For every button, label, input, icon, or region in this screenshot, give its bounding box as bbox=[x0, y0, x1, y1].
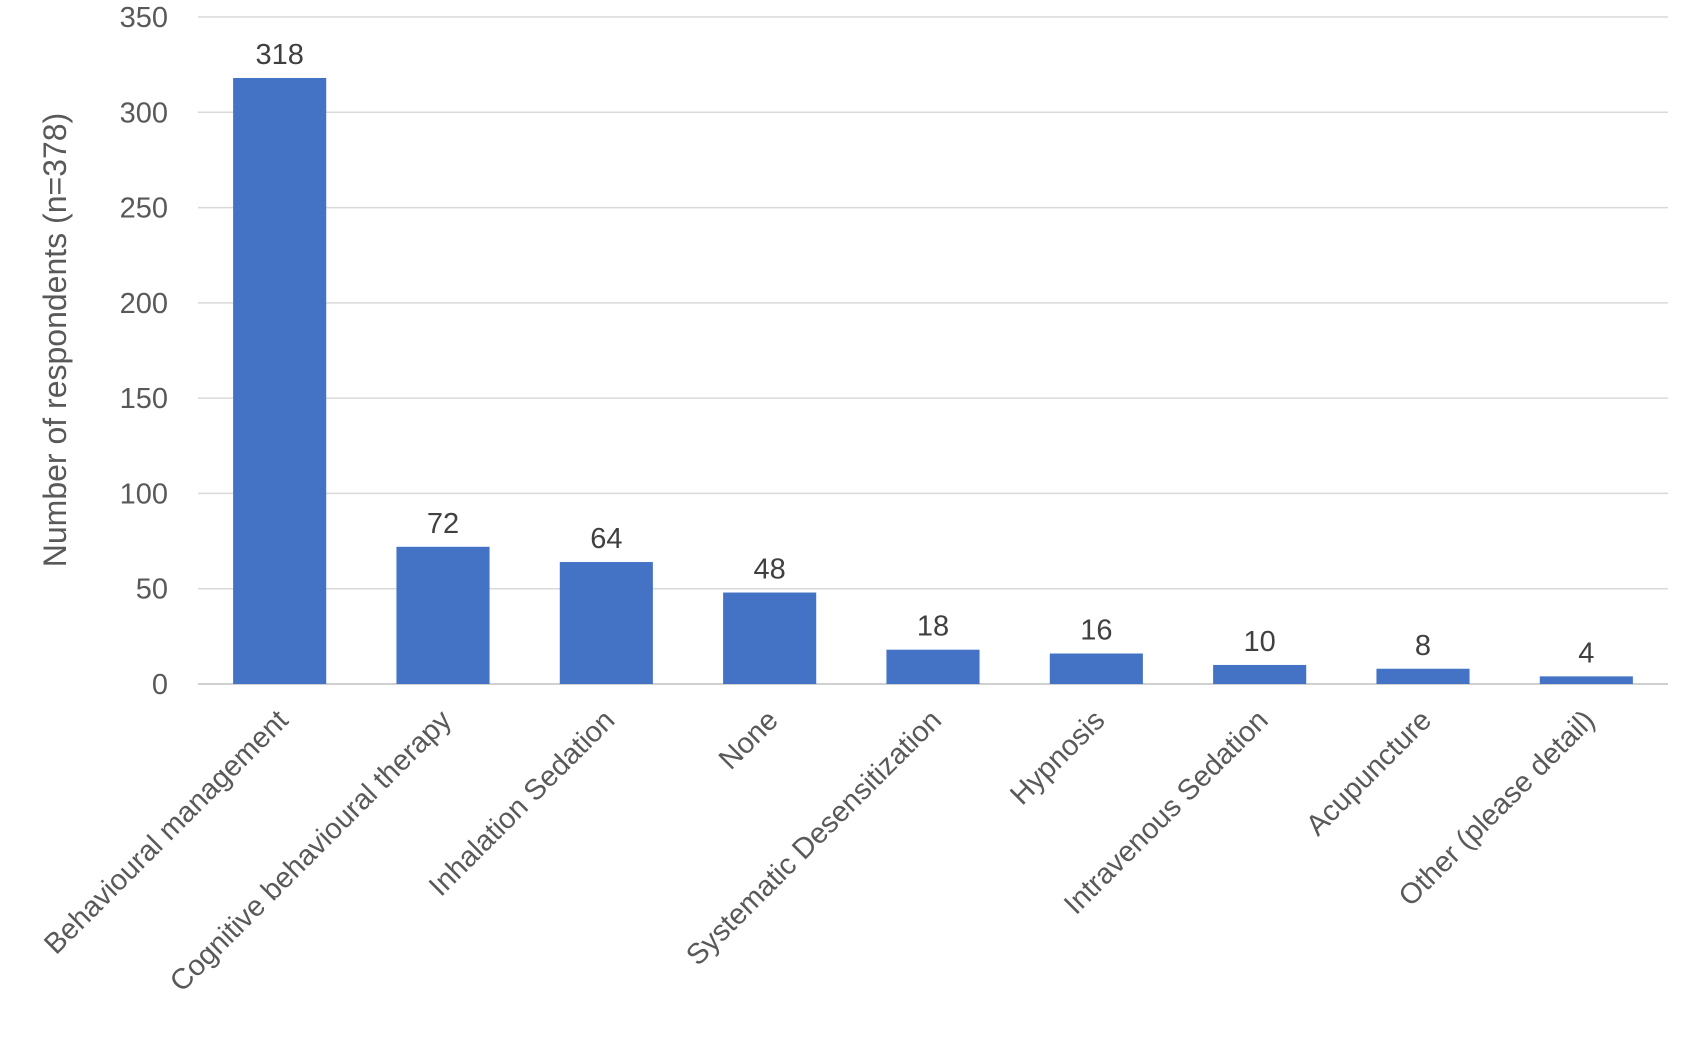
y-axis-title: Number of respondents (n=378) bbox=[37, 113, 73, 567]
y-tick-label: 0 bbox=[152, 669, 168, 701]
data-label: 48 bbox=[754, 554, 786, 586]
data-labels: 318 72 64 48 18 16 10 8 4 bbox=[255, 39, 1594, 669]
data-label: 16 bbox=[1080, 615, 1112, 647]
bar bbox=[1376, 668, 1470, 684]
x-category-label: Acupuncture bbox=[1300, 704, 1438, 842]
data-label: 4 bbox=[1578, 637, 1594, 669]
y-tick-label: 150 bbox=[120, 383, 168, 415]
data-label: 72 bbox=[427, 508, 459, 540]
data-label: 318 bbox=[255, 39, 303, 71]
data-label: 10 bbox=[1244, 626, 1276, 658]
y-tick-label: 100 bbox=[120, 478, 168, 510]
data-label: 18 bbox=[917, 611, 949, 643]
bar bbox=[1049, 653, 1143, 684]
bar bbox=[1539, 676, 1633, 684]
y-tick-label: 200 bbox=[120, 288, 168, 320]
x-category-label: Cognitive behavioural therapy bbox=[164, 704, 458, 998]
bar bbox=[886, 649, 980, 684]
bar bbox=[1213, 664, 1307, 684]
y-tick-label: 300 bbox=[120, 97, 168, 129]
y-tick-label: 250 bbox=[120, 193, 168, 225]
bar bbox=[723, 592, 817, 684]
x-category-label: Hypnosis bbox=[1004, 704, 1111, 811]
bar bbox=[559, 562, 653, 684]
y-axis-tick-labels: 0 50 100 150 200 250 300 350 bbox=[120, 2, 168, 701]
x-category-label: Systematic Desensitization bbox=[680, 704, 948, 972]
data-label: 8 bbox=[1415, 630, 1431, 662]
x-category-label: None bbox=[713, 704, 785, 776]
bar bbox=[396, 546, 490, 684]
bars bbox=[233, 77, 1633, 685]
data-label: 64 bbox=[590, 523, 622, 555]
y-tick-label: 50 bbox=[136, 574, 168, 606]
x-category-label: Inhalation Sedation bbox=[423, 704, 621, 902]
bar bbox=[233, 77, 327, 685]
y-tick-label: 350 bbox=[120, 2, 168, 34]
